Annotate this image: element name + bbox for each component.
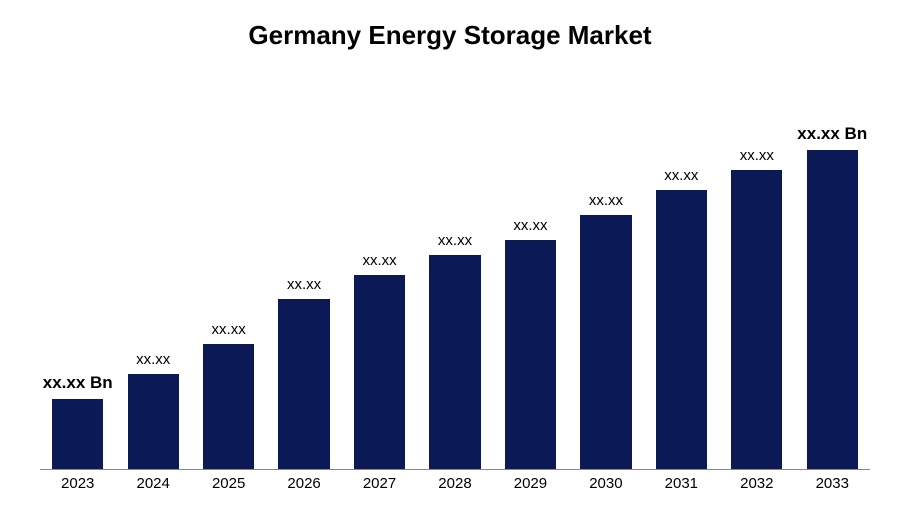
bar-value-label: xx.xx [513,217,547,234]
bar-value-label: xx.xx [438,232,472,249]
bar-value-label: xx.xx [362,252,396,269]
bar [807,150,858,469]
bar-value-label: xx.xx [664,167,698,184]
chart-plot-area: xx.xx Bn xx.xx xx.xx xx.xx xx.xx xx.xx xx.xx xx… [40,80,870,470]
bar-wrap: xx.xx [417,80,492,469]
bar-value-label: xx.xx [287,276,321,293]
bar-wrap: xx.xx [568,80,643,469]
x-axis-tick: 2026 [266,475,341,500]
x-axis-tick: 2029 [493,475,568,500]
x-axis-tick: 2032 [719,475,794,500]
bar [580,215,631,469]
x-axis-tick: 2033 [795,475,870,500]
x-axis-tick: 2030 [568,475,643,500]
x-axis-tick: 2027 [342,475,417,500]
x-axis-tick: 2028 [417,475,492,500]
bar-value-label: xx.xx [212,321,246,338]
bar-wrap: xx.xx [644,80,719,469]
bar-wrap: xx.xx [493,80,568,469]
bar [429,255,480,469]
bar-wrap: xx.xx Bn [40,80,115,469]
x-axis-tick: 2024 [115,475,190,500]
x-axis-tick: 2025 [191,475,266,500]
bar [52,399,103,469]
bar [354,275,405,470]
bar [731,170,782,469]
bar-wrap: xx.xx Bn [795,80,870,469]
bar-value-label: xx.xx [589,192,623,209]
bar [278,299,329,469]
bar [128,374,179,469]
x-axis-tick: 2031 [644,475,719,500]
bar-wrap: xx.xx [191,80,266,469]
bar-wrap: xx.xx [266,80,341,469]
bar-value-label: xx.xx [136,351,170,368]
bars-row: xx.xx Bn xx.xx xx.xx xx.xx xx.xx xx.xx xx.xx xx… [40,80,870,469]
bar [656,190,707,469]
bar-wrap: xx.xx [342,80,417,469]
bar-value-label: xx.xx [740,147,774,164]
bar [203,344,254,469]
bar-wrap: xx.xx [115,80,190,469]
x-axis-tick: 2023 [40,475,115,500]
x-axis: 2023202420252026202720282029203020312032… [40,475,870,500]
bar-value-label: xx.xx Bn [43,373,113,393]
bar-value-label: xx.xx Bn [797,124,867,144]
chart-title: Germany Energy Storage Market [0,0,900,51]
bar-wrap: xx.xx [719,80,794,469]
bar [505,240,556,469]
